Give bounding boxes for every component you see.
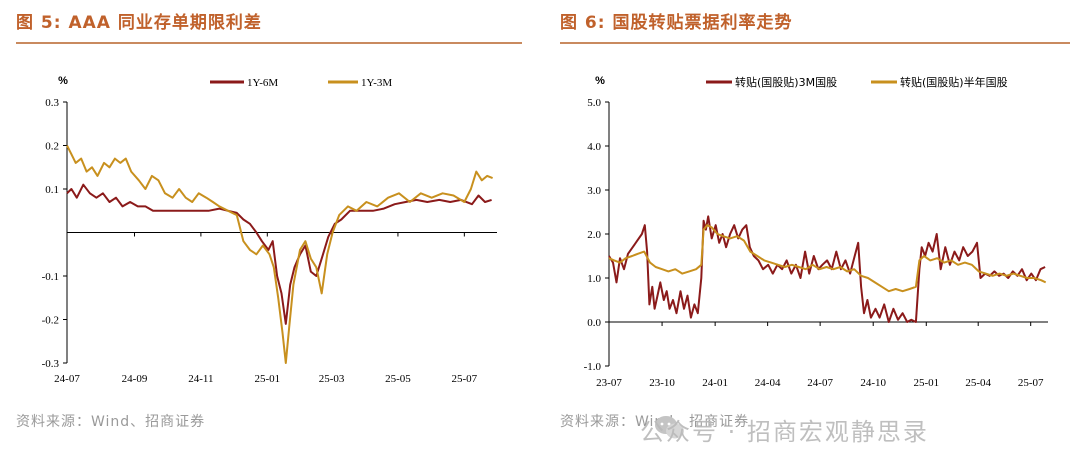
x-tick-label: 25-03 [319, 373, 345, 385]
y-tick-label: 2.0 [587, 229, 601, 241]
x-tick-label: 24-10 [860, 377, 886, 389]
legend-label: 转贴(国股贴)半年国股 [900, 75, 1008, 89]
x-tick-label: 25-07 [452, 373, 478, 385]
y-unit-label: % [58, 75, 68, 87]
legend-label: 1Y-6M [247, 77, 278, 89]
source-note: 资料来源：Wind、招商证券 [16, 414, 206, 430]
y-tick-label: 3.0 [587, 185, 601, 197]
wechat-icon [655, 416, 684, 439]
y-unit-label: % [595, 75, 605, 87]
x-tick-label: 23-10 [649, 377, 675, 389]
chart-bill-rediscount-rates: 5.0 4.0 3.0 2.0 1.0 0.0 -1.0 23-07 23-10 24-01 24-… [584, 75, 1048, 389]
source-note: 资料来源：Wind、招商证券 [560, 414, 750, 430]
x-tick-label: 24-04 [755, 377, 781, 389]
x-tick-label: 24-01 [702, 377, 728, 389]
y-tick-label: -1.0 [584, 361, 602, 373]
y-tick-label: -0.3 [42, 358, 60, 370]
x-tick-label: 25-04 [965, 377, 991, 389]
y-tick-label: 0.3 [45, 97, 59, 109]
y-tick-label: 0.2 [45, 141, 59, 153]
figure-title: 图 5: AAA 同业存单期限利差 [16, 13, 262, 33]
chart-aaa-ncd-term-spread: 0.3 0.2 0.1 -0.1 -0.2 -0.3 24-07 24-09 24-11 25-0… [42, 75, 497, 385]
y-tick-label: 5.0 [587, 97, 601, 109]
legend-label: 1Y-3M [361, 77, 392, 89]
x-tick-label: 25-05 [385, 373, 411, 385]
y-tick-label: -0.1 [42, 271, 59, 283]
title-divider [16, 42, 522, 44]
watermark-text: 公众号 · 招商宏观静思录 [640, 418, 929, 446]
x-tick-label: 24-11 [188, 373, 213, 385]
y-tick-label: 1.0 [587, 273, 601, 285]
x-tick-label: 23-07 [596, 377, 622, 389]
y-tick-label: 0.0 [587, 317, 601, 329]
y-tick-label: 0.1 [45, 184, 59, 196]
series-line [66, 145, 493, 364]
x-tick-label: 24-09 [122, 373, 148, 385]
x-tick-label: 25-01 [913, 377, 939, 389]
figure-6-panel: 图 6: 国股转贴票据利率走势 5.0 4.0 3.0 2.0 1.0 0.0 -1.0 23… [558, 0, 1080, 473]
x-tick-label: 25-01 [254, 373, 280, 385]
x-tick-label: 25-07 [1018, 377, 1044, 389]
y-tick-label: 4.0 [587, 141, 601, 153]
figure-title: 图 6: 国股转贴票据利率走势 [560, 13, 793, 33]
series-line [66, 183, 492, 325]
x-tick-label: 24-07 [54, 373, 80, 385]
title-divider [560, 42, 1070, 44]
figure-5-panel: 图 5: AAA 同业存单期限利差 0.3 0.2 0.1 -0.1 -0.2 -0.3 2… [0, 0, 522, 473]
y-tick-label: -0.2 [42, 315, 59, 327]
x-tick-label: 24-07 [807, 377, 833, 389]
legend-label: 转贴(国股贴)3M国股 [735, 75, 837, 89]
series-line [608, 224, 1047, 293]
